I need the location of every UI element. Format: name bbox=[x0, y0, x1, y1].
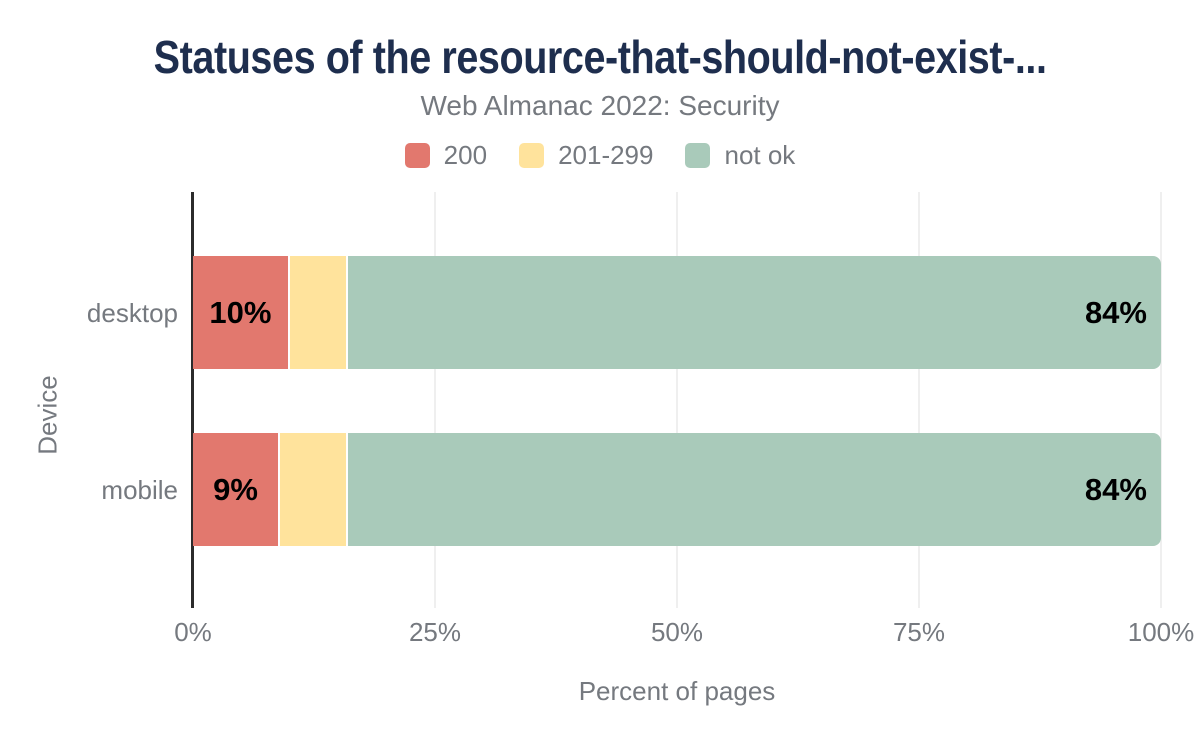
gridline-75 bbox=[918, 192, 920, 608]
x-tick-label-25: 25% bbox=[408, 617, 462, 647]
bar-row-desktop: 10% 84% bbox=[193, 256, 1161, 369]
bar-segment-mobile-200[interactable]: 9% bbox=[193, 433, 281, 546]
legend-item-201-299[interactable]: 201-299 bbox=[519, 140, 653, 171]
legend-item-label: not ok bbox=[724, 140, 796, 170]
bar-value-label: 84% bbox=[1084, 471, 1147, 507]
bar-segment-desktop-not-ok[interactable]: 84% bbox=[347, 256, 1161, 369]
x-tick-label-100: 100% bbox=[1127, 617, 1195, 647]
gridline-100 bbox=[1160, 192, 1162, 608]
bar-segment-mobile-201-299[interactable] bbox=[280, 433, 348, 546]
legend-swatch-icon bbox=[685, 143, 711, 168]
bar-value-label: 10% bbox=[209, 294, 272, 330]
bar-segment-desktop-200[interactable]: 10% bbox=[193, 256, 290, 369]
legend: 200 201-299 not ok bbox=[0, 140, 1200, 171]
chart-title: Statuses of the resource-that-should-not… bbox=[0, 30, 1200, 84]
bar-row-mobile: 9% 84% bbox=[193, 433, 1161, 546]
legend-swatch-icon bbox=[404, 143, 430, 168]
chart-subtitle: Web Almanac 2022: Security bbox=[420, 90, 780, 121]
plot-area: 10% 84% 9% 84% bbox=[191, 192, 1162, 608]
bar-value-label: 84% bbox=[1084, 294, 1147, 330]
legend-item-label: 200 bbox=[443, 140, 488, 170]
chart-title-text: Statuses of the resource-that-should-not… bbox=[153, 31, 1047, 83]
gridline-25 bbox=[434, 192, 436, 608]
category-label-desktop: desktop bbox=[86, 298, 178, 328]
bar-segment-desktop-201-299[interactable] bbox=[289, 256, 348, 369]
x-tick-label-0: 0% bbox=[174, 617, 212, 647]
bar-value-label: 9% bbox=[213, 471, 258, 507]
x-tick-label-50: 50% bbox=[650, 617, 704, 647]
legend-item-200[interactable]: 200 bbox=[404, 140, 488, 171]
legend-item-not-ok[interactable]: not ok bbox=[685, 140, 795, 171]
bar-segment-mobile-not-ok[interactable]: 84% bbox=[347, 433, 1161, 546]
x-tick-label-75: 75% bbox=[892, 617, 946, 647]
y-axis-line bbox=[191, 192, 194, 608]
x-axis-title: Percent of pages bbox=[578, 676, 776, 706]
gridline-50 bbox=[676, 192, 678, 608]
category-label-mobile: mobile bbox=[101, 475, 178, 505]
legend-swatch-icon bbox=[519, 143, 545, 168]
legend-item-label: 201-299 bbox=[558, 140, 654, 170]
y-axis-title: Device bbox=[32, 375, 63, 455]
